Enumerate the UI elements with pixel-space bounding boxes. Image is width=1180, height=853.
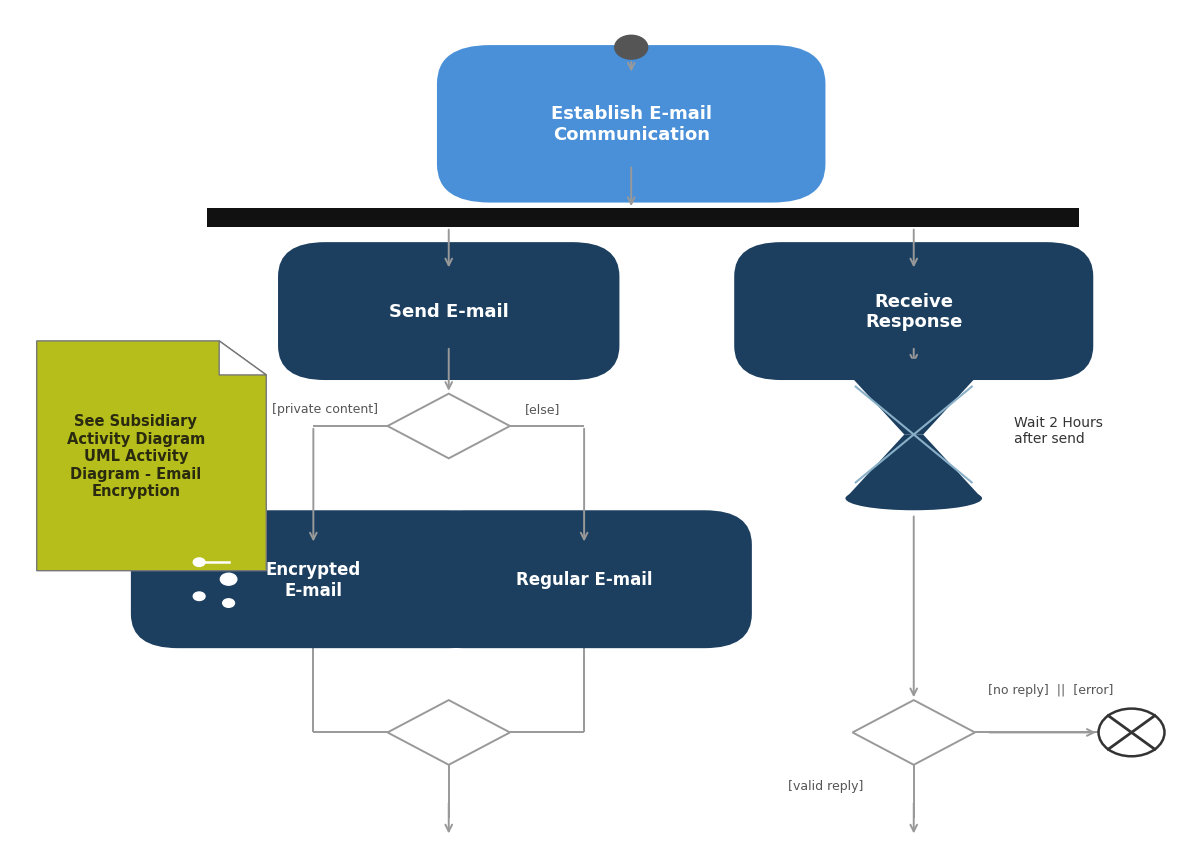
Ellipse shape [845, 359, 982, 383]
Circle shape [194, 558, 205, 566]
Text: Send E-mail: Send E-mail [389, 303, 509, 321]
Text: [no reply]  ||  [error]: [no reply] || [error] [988, 683, 1113, 697]
Circle shape [1099, 709, 1165, 757]
Polygon shape [845, 371, 982, 435]
Polygon shape [852, 700, 975, 765]
Polygon shape [219, 341, 267, 375]
Circle shape [615, 36, 648, 60]
Text: See Subsidiary
Activity Diagram
UML Activity
Diagram - Email
Encryption: See Subsidiary Activity Diagram UML Acti… [66, 414, 205, 498]
Text: Receive
Response: Receive Response [865, 293, 963, 331]
FancyBboxPatch shape [417, 511, 752, 648]
FancyBboxPatch shape [278, 243, 620, 380]
FancyBboxPatch shape [208, 209, 1079, 228]
Circle shape [221, 573, 237, 585]
Polygon shape [37, 341, 267, 571]
Text: Establish E-mail
Communication: Establish E-mail Communication [551, 105, 712, 144]
Circle shape [194, 592, 205, 601]
Polygon shape [387, 700, 510, 765]
Text: Regular E-mail: Regular E-mail [516, 571, 653, 589]
Text: [valid reply]: [valid reply] [788, 780, 863, 792]
Ellipse shape [845, 487, 982, 511]
Text: Wait 2 Hours
after send: Wait 2 Hours after send [1014, 415, 1102, 446]
Text: Encrypted
E-mail: Encrypted E-mail [266, 560, 361, 599]
Text: [private content]: [private content] [273, 403, 378, 416]
Text: [else]: [else] [525, 403, 560, 416]
Polygon shape [387, 394, 510, 459]
FancyBboxPatch shape [734, 243, 1093, 380]
Circle shape [223, 599, 235, 607]
FancyBboxPatch shape [437, 46, 826, 203]
FancyBboxPatch shape [131, 511, 496, 648]
Polygon shape [845, 435, 982, 499]
